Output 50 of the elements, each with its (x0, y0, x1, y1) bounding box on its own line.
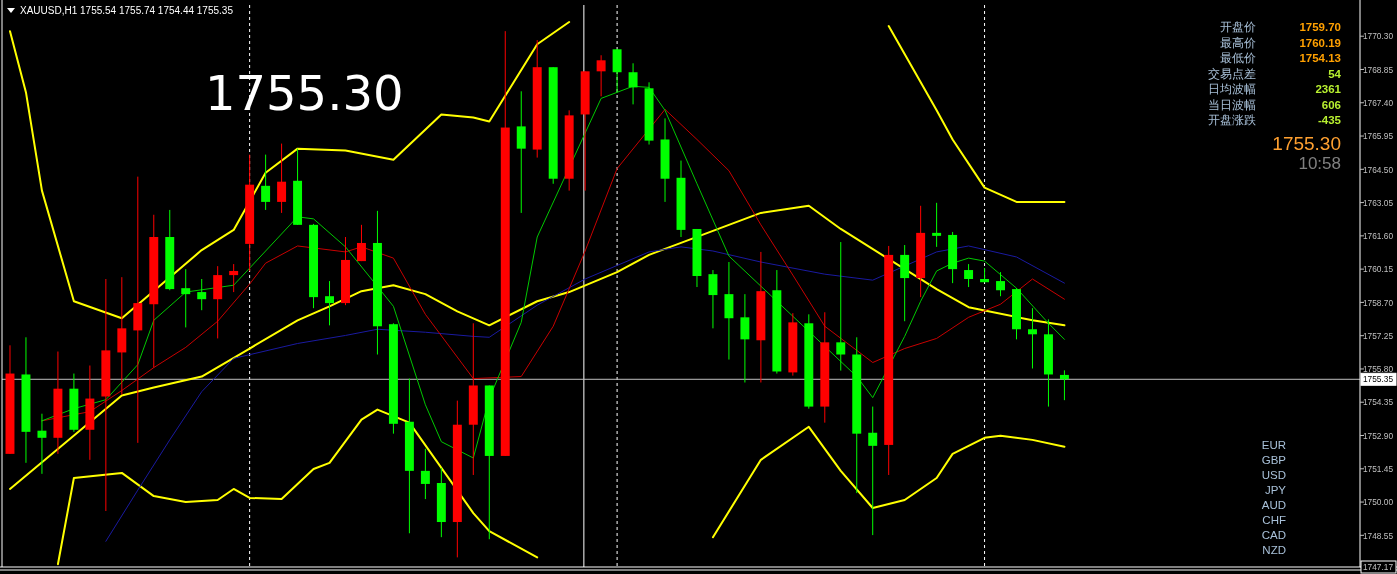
line-series (56, 408, 539, 566)
y-tick-label: 1770.30 (1363, 31, 1394, 42)
annotation: 最低价 (1220, 52, 1256, 64)
annotation: CAD (1261, 529, 1286, 541)
y-tick-label: 1768.85 (1363, 64, 1394, 75)
line-series (105, 245, 1065, 542)
y-tick-label: 1757.25 (1363, 330, 1394, 341)
annotation: -435 (1317, 114, 1342, 126)
annotation: 2361 (1315, 83, 1342, 95)
annotation: 交易点差 (1208, 66, 1256, 80)
chart-title: XAUUSD,H1 1755.54 1755.74 1754.44 1755.35 (20, 5, 234, 16)
annotation: 1755.30 (205, 65, 404, 121)
annotation: JPY (1264, 484, 1287, 496)
line-series (711, 425, 1066, 539)
annotation: 1759.70 (1299, 21, 1341, 33)
y-tick-label: 1751.45 (1363, 463, 1394, 474)
y-tick-label: 1752.90 (1363, 430, 1394, 441)
y-tick-label: 1767.40 (1363, 97, 1394, 108)
y-tick-label: 1748.55 (1363, 530, 1394, 541)
y-tick-label: 1765.95 (1363, 131, 1394, 142)
y-tick-label: 1747.17 (1363, 562, 1394, 573)
annotation: 1760.19 (1299, 36, 1341, 49)
ref-line-label: 1755.35 (1363, 374, 1394, 385)
annotation: 日均波幅 (1208, 83, 1256, 95)
y-tick-label: 1761.60 (1363, 231, 1394, 242)
y-tick-label: 1764.50 (1363, 164, 1394, 175)
annotation: 最高价 (1220, 35, 1256, 49)
annotation: EUR (1261, 439, 1286, 451)
annotation: 开盘涨跌 (1208, 114, 1256, 126)
line-series (887, 25, 1066, 203)
annotation: GBP (1261, 454, 1287, 466)
y-tick-label: 1755.80 (1363, 364, 1394, 375)
annotation: AUD (1261, 499, 1286, 511)
annotation: 当日波幅 (1208, 98, 1256, 111)
annotation: 10:58 (1298, 154, 1341, 173)
annotation: NZD (1262, 544, 1286, 556)
y-tick-label: 1758.70 (1363, 297, 1394, 308)
annotation: 开盘价 (1220, 21, 1256, 33)
y-tick-label: 1754.35 (1363, 397, 1394, 408)
line-series (8, 20, 571, 320)
line-series (8, 204, 1066, 490)
y-tick-label: 1750.00 (1363, 497, 1394, 508)
annotation: 54 (1328, 67, 1342, 80)
annotation: CHF (1262, 514, 1286, 526)
y-tick-label: 1763.05 (1363, 197, 1394, 208)
annotation: 1754.13 (1299, 52, 1341, 64)
annotation: 606 (1321, 98, 1341, 111)
annotation: 1755.30 (1272, 133, 1341, 154)
y-tick-label: 1760.15 (1363, 264, 1394, 275)
annotation: USD (1261, 469, 1286, 481)
